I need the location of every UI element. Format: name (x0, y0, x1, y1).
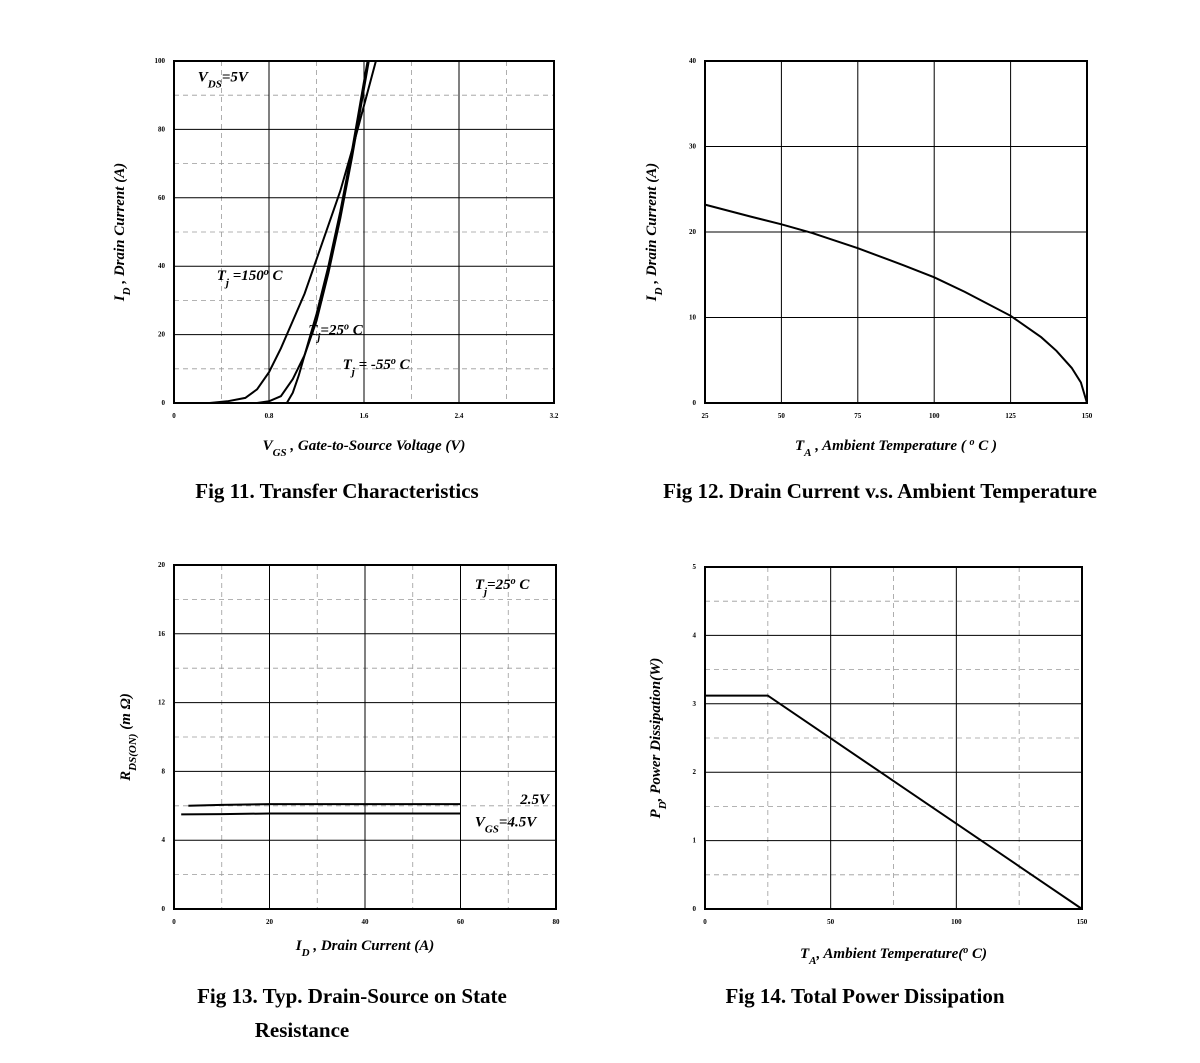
figure-caption-line2: Resistance (255, 1018, 349, 1042)
chart-fig12: 25 50 75 100 125 150 0 10 20 30 40 TA , Ambient Tem… (644, 57, 1097, 503)
plot-frame (173, 60, 555, 404)
y-tick-label: 0 (162, 399, 166, 407)
y-tick-label: 4 (693, 631, 697, 639)
series-line-tjm55 (285, 60, 369, 404)
y-tick-label: 10 (689, 314, 697, 322)
x-tick-label: 3.2 (550, 412, 559, 420)
figure-caption: Fig 12. Drain Current v.s. Ambient Tempe… (663, 479, 1097, 503)
x-axis-label: TA, Ambient Temperature(o C) (800, 945, 987, 968)
x-tick-label: 25 (702, 412, 710, 420)
chart-fig11: 0 0.8 1.6 2.4 3.2 0 20 40 60 80 100 VGS , Gate-to-S… (112, 57, 559, 503)
y-axis-label: ID , Drain Current (A) (112, 163, 133, 302)
x-tick-label: 80 (553, 918, 561, 926)
x-tick-label: 150 (1082, 412, 1093, 420)
x-tick-label: 60 (457, 918, 465, 926)
x-axis-label: VGS , Gate-to-Source Voltage (V) (263, 438, 466, 459)
y-axis-label: PD, Power Dissipation(W) (648, 658, 669, 819)
figure-caption: Fig 11. Transfer Characteristics (195, 479, 478, 503)
y-axis-label: ID , Drain Current (A) (644, 163, 665, 302)
y-tick-label: 16 (158, 630, 166, 638)
series-line-id_ta (704, 203, 1088, 404)
y-tick-label: 80 (158, 125, 166, 133)
y-tick-label: 100 (155, 57, 166, 65)
chart-fig13: 0 20 40 60 80 0 4 8 12 16 20 ID , Drain Current (A)… (118, 561, 560, 1042)
y-tick-label: 20 (689, 228, 697, 236)
x-tick-label: 150 (1077, 918, 1088, 926)
x-axis-label: ID , Drain Current (A) (295, 938, 434, 959)
series-line-vgs25 (188, 803, 461, 807)
y-tick-label: 40 (158, 262, 166, 270)
annotation-label: VDS=5V (198, 70, 250, 91)
annotation-label: Tj=25o C (475, 576, 531, 599)
y-tick-label: 30 (689, 143, 697, 151)
annotation-label: Tj=25o C (308, 321, 364, 344)
x-tick-label: 50 (827, 918, 835, 926)
y-tick-label: 0 (162, 905, 166, 913)
y-tick-label: 20 (158, 331, 166, 339)
x-tick-label: 2.4 (455, 412, 464, 420)
x-tick-label: 125 (1005, 412, 1016, 420)
y-tick-label: 60 (158, 194, 166, 202)
x-tick-label: 1.6 (360, 412, 369, 420)
x-tick-label: 50 (778, 412, 786, 420)
y-tick-label: 4 (162, 836, 166, 844)
y-tick-label: 5 (693, 563, 697, 571)
x-tick-label: 100 (951, 918, 962, 926)
y-tick-label: 1 (693, 837, 697, 845)
series-line-tj25 (256, 60, 370, 404)
figure-caption: Fig 14. Total Power Dissipation (725, 984, 1004, 1008)
y-tick-label: 2 (693, 768, 697, 776)
y-tick-label: 40 (689, 57, 697, 65)
plot-frame (704, 566, 1083, 910)
x-tick-label: 0 (172, 412, 176, 420)
series-line-vgs45 (181, 812, 461, 816)
x-tick-label: 0 (703, 918, 707, 926)
y-tick-label: 3 (693, 700, 697, 708)
x-tick-label: 20 (266, 918, 274, 926)
x-tick-label: 100 (929, 412, 940, 420)
plot-frame (704, 60, 1088, 404)
y-tick-label: 8 (162, 767, 166, 775)
series-line-pd (705, 694, 1083, 910)
x-tick-label: 0 (172, 918, 176, 926)
chart-fig14: 0 50 100 150 0 1 2 3 4 5 TA, Ambient Temperature(o… (648, 563, 1088, 1008)
figure-caption: Fig 13. Typ. Drain-Source on State (197, 984, 507, 1008)
annotation-label: VGS=4.5V (475, 814, 538, 835)
y-tick-label: 0 (693, 399, 697, 407)
x-tick-label: 0.8 (265, 412, 274, 420)
y-tick-label: 20 (158, 561, 166, 569)
x-tick-label: 40 (362, 918, 370, 926)
x-tick-label: 75 (854, 412, 862, 420)
annotation-label: Tj = -55o C (343, 355, 411, 378)
annotation-label: 2.5V (519, 792, 551, 808)
y-tick-label: 0 (693, 905, 697, 913)
y-axis-label: RDS(ON) (m Ω) (118, 693, 139, 782)
annotation-label: Tj =150o C (217, 266, 284, 289)
y-tick-label: 12 (158, 699, 166, 707)
plot-frame (173, 564, 557, 910)
x-axis-label: TA , Ambient Temperature ( o C ) (795, 437, 997, 460)
